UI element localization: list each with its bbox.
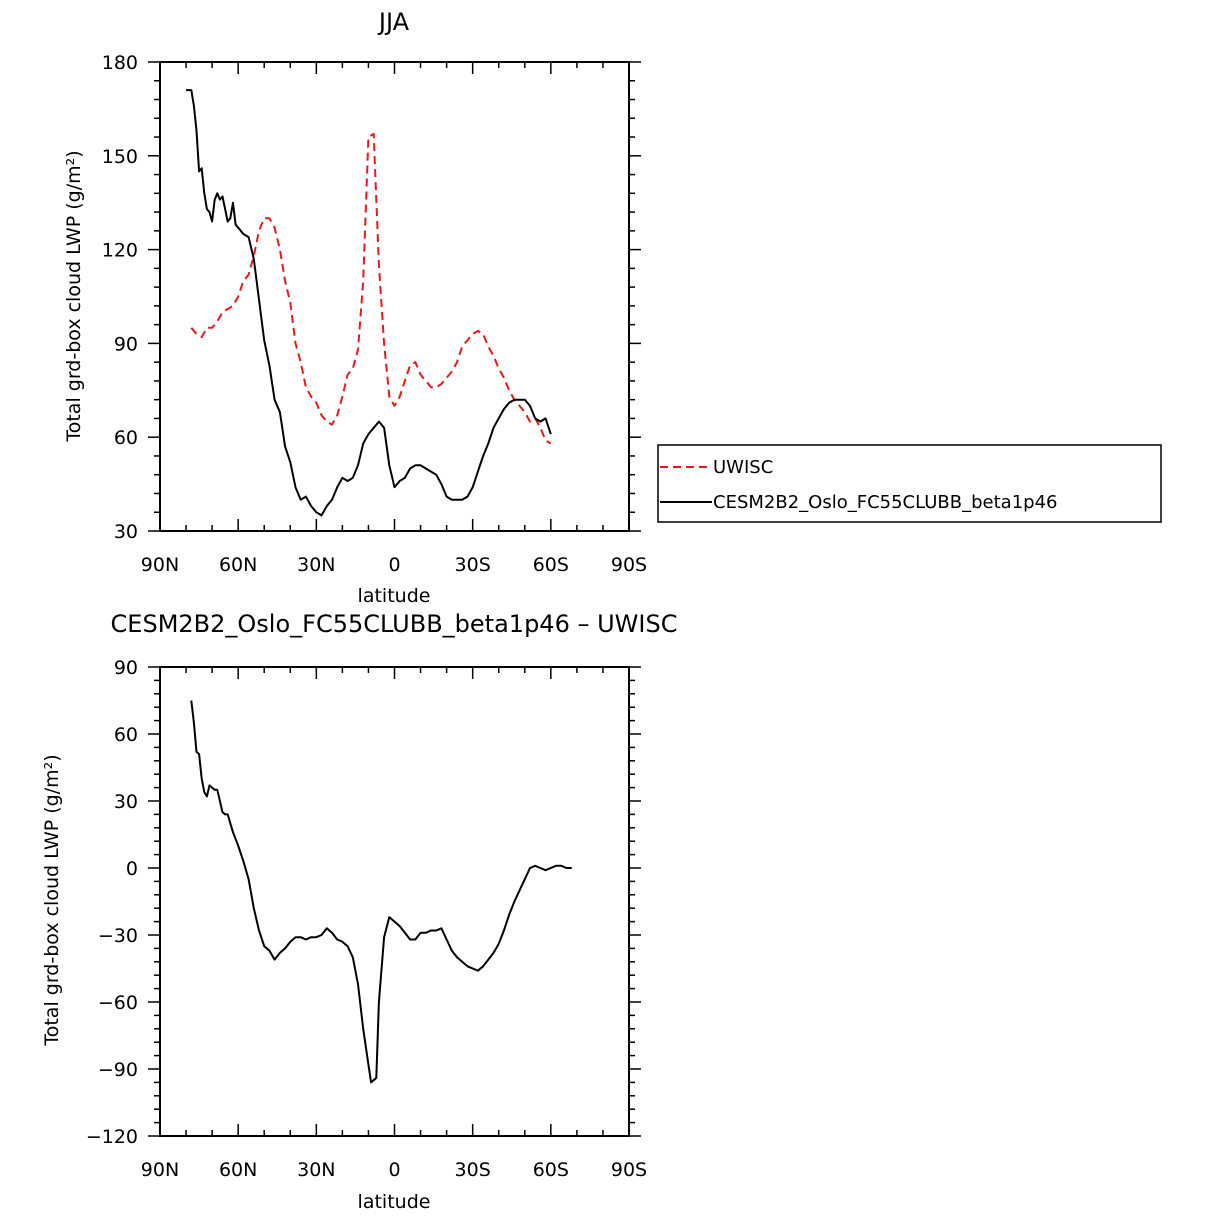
bottom-y-axis-label: Total grd-box cloud LWP (g/m²) <box>41 754 63 1046</box>
top-y-tick-labels: 30 60 90 120 150 180 <box>102 52 138 543</box>
x-tick-label: 60S <box>533 1159 569 1181</box>
bottom-chart-title: CESM2B2_Oslo_FC55CLUBB_beta1p46 – UWISC <box>111 610 678 638</box>
y-tick-label: −30 <box>98 925 138 947</box>
y-tick-label: −120 <box>86 1126 138 1148</box>
top-legend: UWISC CESM2B2_Oslo_FC55CLUBB_beta1p46 <box>657 444 1162 523</box>
series-line-cesm2b2-oslo-fc55clubb-beta1p46 <box>186 89 552 517</box>
y-tick-label: 150 <box>102 146 138 168</box>
x-tick-label: 30N <box>297 554 335 576</box>
y-tick-label: 30 <box>114 791 138 813</box>
x-tick-label: 30S <box>455 554 491 576</box>
top-y-axis-label: Total grd-box cloud LWP (g/m²) <box>63 150 85 442</box>
y-tick-label: −90 <box>98 1059 138 1081</box>
y-tick-label: 90 <box>114 333 138 355</box>
x-tick-label: 90N <box>141 1159 179 1181</box>
bottom-x-tick-labels: 90N 60N 30N 0 30S 60S 90S <box>141 1159 647 1181</box>
y-tick-label: 30 <box>114 521 138 543</box>
x-tick-label: 30S <box>455 1159 491 1181</box>
legend-label-uwisc: UWISC <box>713 457 773 478</box>
top-plot-frame <box>159 61 630 532</box>
bottom-axis-ticks <box>148 666 641 1137</box>
y-tick-label: −60 <box>98 992 138 1014</box>
bottom-x-axis-label: latitude <box>358 1191 431 1213</box>
x-tick-label: 90S <box>611 554 647 576</box>
series-line-uwisc <box>190 132 552 445</box>
y-tick-label: 120 <box>102 240 138 262</box>
top-plot-area <box>186 89 552 517</box>
series-line-difference <box>190 700 572 1084</box>
y-tick-label: 60 <box>114 427 138 449</box>
top-x-tick-labels: 90N 60N 30N 0 30S 60S 90S <box>141 554 647 576</box>
y-tick-label: 180 <box>102 52 138 74</box>
y-tick-label: 90 <box>114 657 138 679</box>
bottom-y-tick-labels: −120 −90 −60 −30 0 30 60 90 <box>86 657 138 1148</box>
x-tick-label: 60N <box>219 1159 257 1181</box>
legend-label-cesm: CESM2B2_Oslo_FC55CLUBB_beta1p46 <box>713 492 1057 513</box>
y-tick-label: 60 <box>114 724 138 746</box>
y-tick-label: 0 <box>126 858 138 880</box>
top-chart-title: JJA <box>377 8 410 36</box>
x-tick-label: 90S <box>611 1159 647 1181</box>
top-axis-ticks <box>148 61 641 532</box>
x-tick-label: 0 <box>388 1159 400 1181</box>
legend-box <box>657 444 1162 523</box>
x-tick-label: 0 <box>388 554 400 576</box>
top-x-axis-label: latitude <box>358 585 431 607</box>
bottom-plot-area <box>190 700 572 1084</box>
x-tick-label: 60S <box>533 554 569 576</box>
x-tick-label: 90N <box>141 554 179 576</box>
bottom-plot-frame <box>159 666 630 1137</box>
x-tick-label: 30N <box>297 1159 335 1181</box>
x-tick-label: 60N <box>219 554 257 576</box>
bottom-panel: CESM2B2_Oslo_FC55CLUBB_beta1p46 – UWISC … <box>41 610 677 1213</box>
